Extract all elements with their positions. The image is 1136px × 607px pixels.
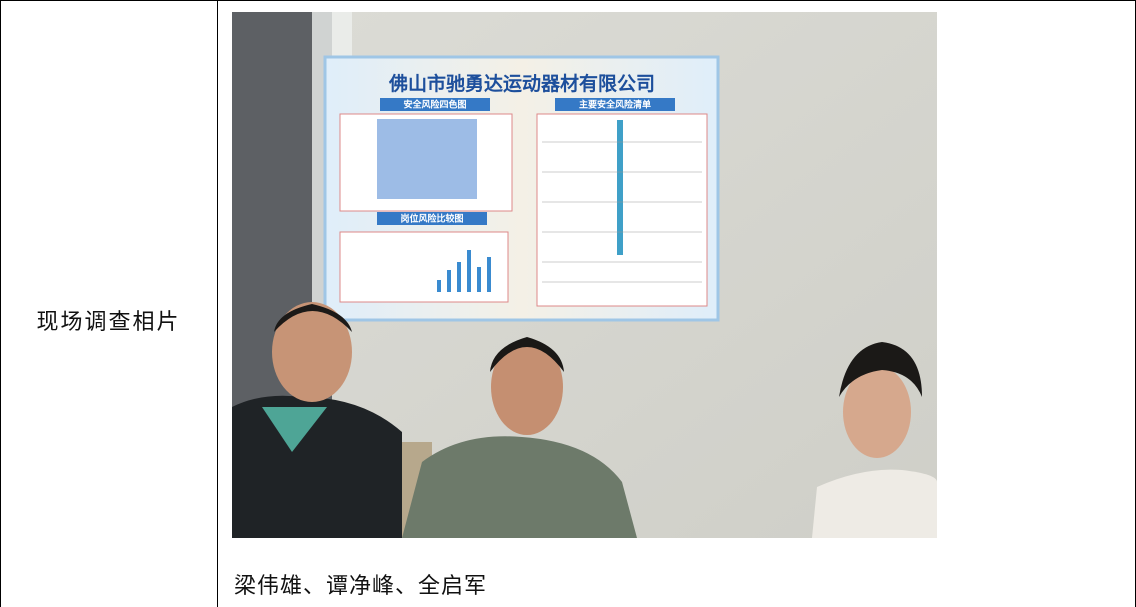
person-middle-hair [490, 337, 564, 372]
person-right-head [843, 366, 911, 458]
person-left-hair [274, 304, 352, 332]
poster-section: 主要安全风险清单 [579, 99, 651, 111]
poster-tag [555, 98, 675, 111]
poster-bars [437, 250, 491, 292]
column-divider [217, 0, 218, 607]
site-photo: 佛山市驰勇达运动器材有限公司 安全风险四色图 主要安全风险清单 岗位风险比较图 [232, 12, 937, 538]
person-right-hair [839, 342, 922, 397]
poster-tag [380, 98, 490, 111]
table-left-border [0, 0, 1, 607]
person-left-collar [262, 407, 327, 452]
poster-section: 岗位风险比较图 [400, 213, 463, 225]
poster-map-fill [377, 119, 477, 199]
person-left-body [232, 395, 402, 538]
poster-section: 安全风险四色图 [403, 99, 466, 111]
poster-tag [377, 212, 487, 225]
person-middle-body [402, 436, 637, 538]
poster-title: 佛山市驰勇达运动器材有限公司 [388, 72, 655, 95]
poster-list-rows [542, 141, 702, 283]
row-label: 现场调查相片 [36, 310, 181, 335]
person-right-body [812, 469, 937, 538]
poster-list-band [617, 120, 623, 255]
photo-caption: 梁伟雄、谭净峰、全启军 [234, 574, 488, 599]
person-middle-head [491, 339, 563, 435]
table-top-border [0, 0, 1136, 1]
poster-chart [339, 231, 509, 303]
person-left-head [272, 302, 352, 402]
